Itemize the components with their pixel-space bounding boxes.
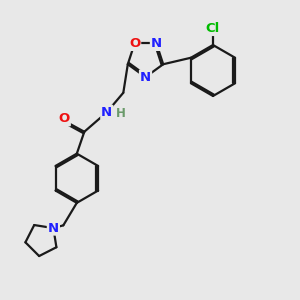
Text: N: N — [48, 222, 59, 235]
Text: O: O — [129, 37, 140, 50]
Text: N: N — [140, 70, 151, 84]
Text: Cl: Cl — [206, 22, 220, 35]
Text: O: O — [58, 112, 70, 125]
Text: H: H — [116, 107, 126, 120]
Text: N: N — [151, 37, 162, 50]
Text: N: N — [101, 106, 112, 119]
